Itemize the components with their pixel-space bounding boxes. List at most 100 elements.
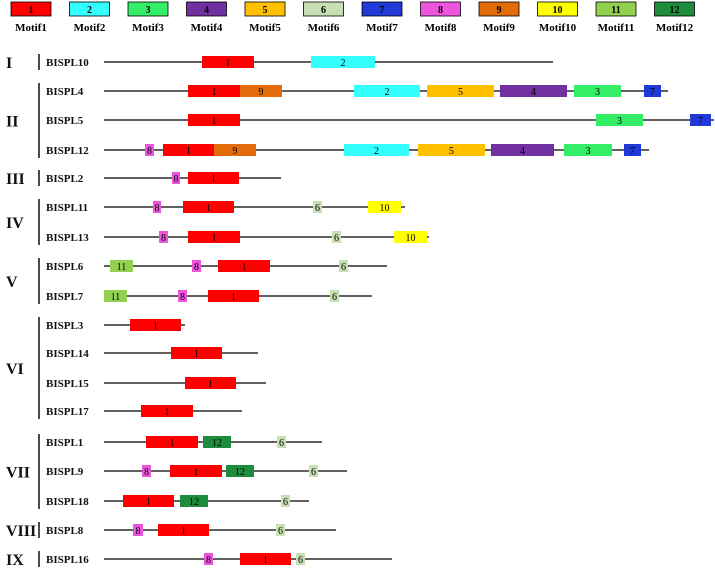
motif-box-label: 8 [180, 292, 185, 303]
group-I: I [6, 54, 40, 72]
motif-box-label: 2 [385, 87, 390, 98]
group-IX: IX [6, 551, 40, 568]
motif-box-label: 9 [259, 87, 264, 98]
motif-box-6 [339, 260, 348, 272]
motif-box-8 [192, 260, 201, 272]
legend-label: Motif7 [366, 22, 398, 34]
gene-row-bispl7: BISPL7 11 8 1 6 [46, 290, 372, 303]
group-V: V [6, 258, 40, 304]
gene-row-bispl17: BISPL17 1 [46, 405, 242, 418]
legend-item-motif11: 11 Motif11 [595, 1, 637, 34]
gene-name: BISPL1 [46, 437, 83, 449]
motif-box-label: 6 [278, 526, 283, 537]
gene-name: BISPL15 [46, 378, 89, 390]
motif-box-8 [172, 172, 180, 184]
gene-name: BISPL17 [46, 406, 89, 418]
motif-box-3 [564, 144, 612, 156]
motif-box-8 [178, 290, 187, 302]
motif-box-11 [104, 290, 127, 302]
gene-row-bispl3: BISPL3 1 [46, 319, 185, 332]
motif-box-4 [491, 144, 554, 156]
legend-label: Motif5 [249, 22, 281, 34]
motif-box-1 [123, 495, 174, 507]
legend-swatch-number: 10 [553, 5, 563, 16]
motif-box-2 [354, 85, 420, 97]
legend-label: Motif6 [308, 22, 340, 34]
group-label: II [6, 114, 18, 131]
motif-box-label: 12 [212, 438, 222, 449]
legend-label: Motif10 [539, 22, 577, 34]
legend: 1Motif12Motif23Motif34Motif45Motif56Moti… [10, 1, 695, 34]
motif-box-1 [130, 319, 181, 331]
motif-box-label: 1 [212, 233, 217, 244]
gene-row-bispl12: BISPL12 8 1 9 2 5 4 3 7 [46, 144, 649, 157]
motif-box-9 [240, 85, 282, 97]
motif-box-7 [624, 144, 641, 156]
motif-box-label: 2 [374, 146, 379, 157]
group-label: IX [6, 552, 24, 568]
motif-box-label: 8 [194, 262, 199, 273]
motif-box-1 [185, 377, 236, 389]
motif-box-5 [418, 144, 485, 156]
legend-swatch [478, 1, 520, 17]
motif-box-label: 12 [235, 467, 245, 478]
motif-box-label: 2 [341, 58, 346, 69]
legend-label: Motif8 [425, 22, 457, 34]
legend-swatch-number: 12 [670, 5, 680, 16]
motif-box-1 [188, 114, 240, 126]
gene-row-bispl14: BISPL14 1 [46, 347, 258, 360]
gene-name: BISPL3 [46, 320, 84, 332]
group-label: IV [6, 215, 24, 232]
group-label: III [6, 171, 25, 188]
motif-box-label: 1 [263, 555, 268, 566]
legend-swatch [10, 1, 52, 17]
gene-name: BISPL16 [46, 554, 89, 566]
motif-box-label: 8 [136, 526, 141, 537]
gene-name: BISPL7 [46, 291, 84, 303]
motif-box-8 [153, 201, 161, 213]
group-II: II [6, 83, 40, 158]
motif-box-1 [171, 347, 222, 359]
gene-name: BISPL5 [46, 115, 84, 127]
motif-box-label: 4 [520, 146, 525, 157]
motif-box-label: 1 [212, 116, 217, 127]
motif-box-label: 11 [111, 292, 121, 303]
motif-box-1 [146, 436, 198, 448]
gene-name: BISPL12 [46, 145, 89, 157]
gene-name: BISPL9 [46, 466, 84, 478]
legend-swatch [537, 1, 578, 17]
legend-item-motif8: 8 Motif8 [420, 1, 461, 34]
legend-label: Motif3 [132, 22, 164, 34]
legend-label: Motif2 [74, 22, 106, 34]
motif-box-8 [159, 231, 168, 243]
legend-item-motif5: 5 Motif5 [244, 1, 286, 34]
motif-box-label: 6 [279, 438, 284, 449]
motif-box-8 [204, 553, 213, 565]
motif-box-6 [276, 524, 285, 536]
motif-box-12 [203, 436, 231, 448]
motif-box-label: 6 [334, 233, 339, 244]
motif-box-1 [183, 201, 234, 213]
legend-item-motif12: 12 Motif12 [654, 1, 695, 34]
motif-box-label: 8 [161, 233, 166, 244]
motif-box-label: 1 [194, 467, 199, 478]
gene-row-bispl8: BISPL8 8 1 6 [46, 524, 336, 537]
motif-box-12 [180, 495, 208, 507]
motif-box-label: 8 [147, 146, 152, 157]
motif-box-label: 6 [315, 203, 320, 214]
motif-box-label: 1 [212, 87, 217, 98]
motif-box-label: 9 [233, 146, 238, 157]
motif-box-label: 6 [298, 555, 303, 566]
gene-name: BISPL10 [46, 57, 89, 69]
motif-box-label: 1 [165, 407, 170, 418]
legend-swatch-number: 5 [263, 5, 268, 16]
legend-swatch-number: 3 [146, 5, 151, 16]
motif-box-1 [188, 172, 239, 184]
legend-label: Motif1 [15, 22, 47, 34]
motif-box-label: 6 [311, 467, 316, 478]
legend-item-motif4: 4 Motif4 [186, 1, 227, 34]
legend-item-motif1: 1 Motif1 [10, 1, 52, 34]
legend-swatch-number: 2 [87, 5, 92, 16]
